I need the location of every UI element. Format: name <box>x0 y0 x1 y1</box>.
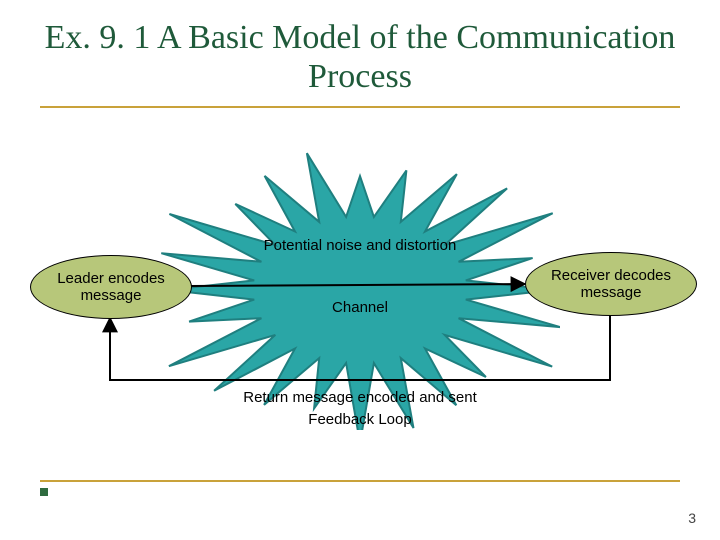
title-underline <box>40 106 680 108</box>
label-noise: Potential noise and distortion <box>210 238 510 255</box>
label-feedback: Feedback Loop <box>265 412 455 429</box>
slide-title: Ex. 9. 1 A Basic Model of the Communicat… <box>0 18 720 96</box>
arrow-channel <box>190 284 525 286</box>
page-number: 3 <box>688 510 696 526</box>
footer-rule <box>40 480 680 482</box>
arrow-feedback <box>110 315 610 380</box>
diagram-stage: Leader encodes message Receiver decodes … <box>40 140 680 470</box>
label-return: Return message encoded and sent <box>210 390 510 407</box>
node-receiver: Receiver decodes message <box>525 252 697 316</box>
node-leader-label: Leader encodes message <box>31 270 191 305</box>
label-channel: Channel <box>300 300 420 317</box>
node-receiver-label: Receiver decodes message <box>526 267 696 302</box>
node-leader: Leader encodes message <box>30 255 192 319</box>
footer-bullet <box>40 488 48 496</box>
